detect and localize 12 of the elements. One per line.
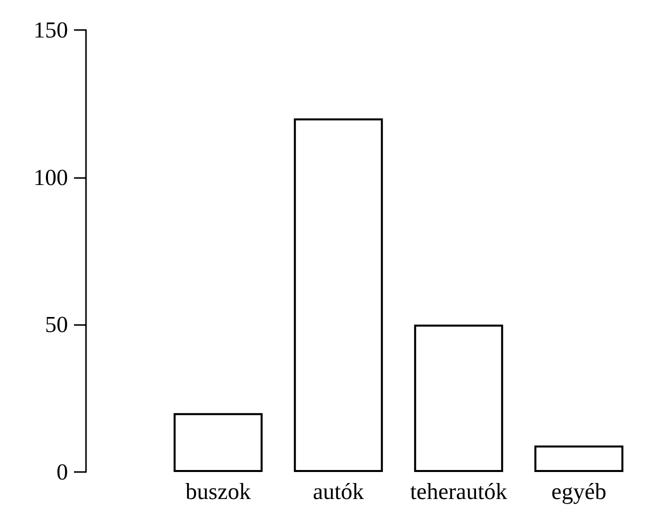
bar [174, 413, 263, 472]
bar [414, 324, 504, 472]
bar [534, 445, 624, 472]
y-tick-label: 150 [34, 18, 68, 42]
y-tick-label: 100 [34, 164, 68, 190]
x-tick-label: buszok [186, 479, 252, 504]
bar [294, 118, 383, 472]
y-tick-label: 0 [56, 460, 68, 484]
x-tick-label: teherautók [410, 479, 508, 504]
x-tick-label: egyéb [551, 479, 606, 504]
x-tick-label: autók [312, 479, 364, 504]
y-tick-label: 50 [45, 312, 68, 338]
